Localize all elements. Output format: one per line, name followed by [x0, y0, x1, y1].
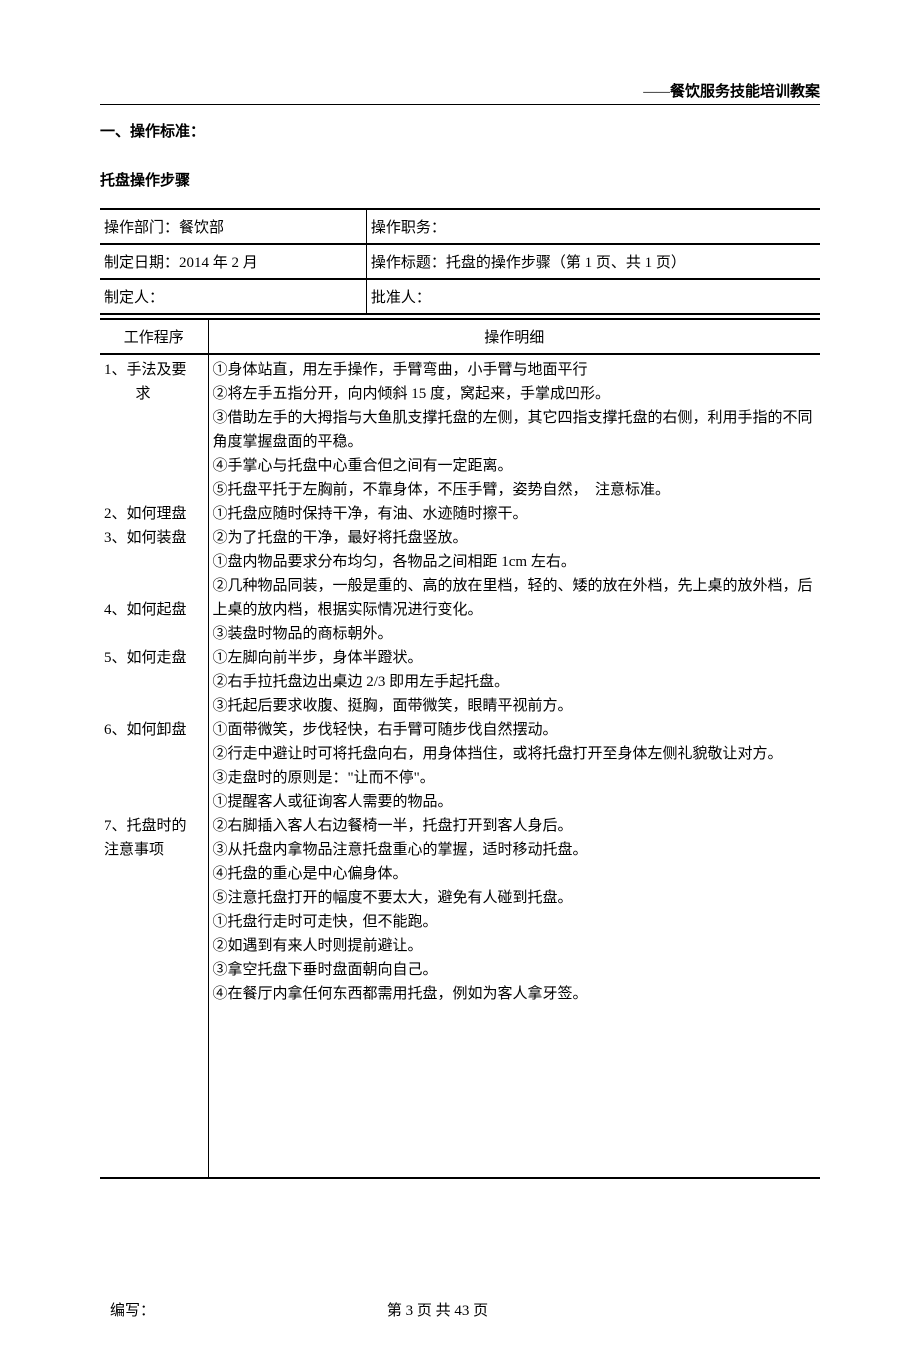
detail-line: ①托盘行走时可走快，但不能跑。 — [213, 910, 817, 934]
detail-line: ②几种物品同装，一般是重的、高的放在里档，轻的、矮的放在外档，先上桌的放外档，后… — [213, 574, 817, 622]
detail-line: ①面带微笑，步伐轻快，右手臂可随步伐自然摆动。 — [213, 718, 817, 742]
detail-line: ②行走中避让时可将托盘向右，用身体挡住，或将托盘打开至身体左侧礼貌敬让对方。 — [213, 742, 817, 766]
header-dashes: —— — [643, 84, 670, 100]
detail-line: ①托盘应随时保持干净，有油、水迹随时擦干。 — [213, 502, 817, 526]
detail-line: ④在餐厅内拿任何东西都需用托盘，例如为客人拿牙签。 — [213, 982, 817, 1006]
footer-page-number: 第 3 页 共 43 页 — [155, 1299, 820, 1320]
page-footer: 编写： 第 3 页 共 43 页 — [100, 1299, 820, 1320]
detail-line: ①盘内物品要求分布均匀，各物品之间相距 1cm 左右。 — [213, 550, 817, 574]
info-cell: 操作职务： — [366, 209, 820, 244]
proc-item: 4、如何起盘 — [104, 598, 204, 622]
info-cell: 制定人： — [100, 279, 366, 314]
info-row: 操作部门：餐饮部 操作职务： — [100, 209, 820, 244]
header-rule — [100, 104, 820, 105]
detail-line: ②如遇到有来人时则提前避让。 — [213, 934, 817, 958]
detail-line: ③走盘时的原则是："让而不停"。 — [213, 766, 817, 790]
content-header-row: 工作程序 操作明细 — [100, 319, 820, 354]
proc-item: 2、如何理盘 — [104, 502, 204, 526]
detail-line: ②为了托盘的干净，最好将托盘竖放。 — [213, 526, 817, 550]
detail-line: ①左脚向前半步，身体半蹬状。 — [213, 646, 817, 670]
detail-line: ①提醒客人或征询客人需要的物品。 — [213, 790, 817, 814]
detail-line: ②右脚插入客人右边餐椅一半，托盘打开到客人身后。 — [213, 814, 817, 838]
proc-item: 3、如何装盘 — [104, 526, 204, 550]
page-header: ——餐饮服务技能培训教案 — [100, 80, 820, 101]
content-header-detail: 操作明细 — [208, 319, 820, 354]
content-body-row: 1、手法及要求 2、如何理盘3、如何装盘 4、如何起盘 5、如何走盘 6、如何卸… — [100, 354, 820, 1178]
detail-line: ①身体站直，用左手操作，手臂弯曲，小手臂与地面平行 — [213, 358, 817, 382]
info-cell: 制定日期：2014 年 2 月 — [100, 244, 366, 279]
detail-line: ④托盘的重心是中心偏身体。 — [213, 862, 817, 886]
detail-line: ④手掌心与托盘中心重合但之间有一定距离。 — [213, 454, 817, 478]
procedure-cell: 1、手法及要求 2、如何理盘3、如何装盘 4、如何起盘 5、如何走盘 6、如何卸… — [100, 354, 208, 1178]
info-row: 制定日期：2014 年 2 月 操作标题：托盘的操作步骤（第 1 页、共 1 页… — [100, 244, 820, 279]
proc-item: 1、手法及要 — [104, 358, 204, 382]
proc-item: 7、托盘时的 — [104, 814, 204, 838]
footer-author: 编写： — [100, 1299, 155, 1320]
content-header-proc: 工作程序 — [100, 319, 208, 354]
proc-item-cont: 求 — [104, 382, 204, 406]
proc-item: 6、如何卸盘 — [104, 718, 204, 742]
detail-line: ③借助左手的大拇指与大鱼肌支撑托盘的左侧，其它四指支撑托盘的右侧，利用手指的不同… — [213, 406, 817, 454]
content-table: 工作程序 操作明细 1、手法及要求 2、如何理盘3、如何装盘 4、如何起盘 5、… — [100, 318, 820, 1179]
detail-cell: ①身体站直，用左手操作，手臂弯曲，小手臂与地面平行②将左手五指分开，向内倾斜 1… — [208, 354, 820, 1178]
info-cell: 操作部门：餐饮部 — [100, 209, 366, 244]
info-row: 制定人： 批准人： — [100, 279, 820, 314]
detail-line: ②右手拉托盘边出桌边 2/3 即用左手起托盘。 — [213, 670, 817, 694]
detail-line: ③拿空托盘下垂时盘面朝向自己。 — [213, 958, 817, 982]
detail-line: ③从托盘内拿物品注意托盘重心的掌握，适时移动托盘。 — [213, 838, 817, 862]
sub-heading: 托盘操作步骤 — [100, 169, 820, 190]
proc-item-cont: 注意事项 — [104, 838, 204, 862]
proc-item: 5、如何走盘 — [104, 646, 204, 670]
detail-line: ③托起后要求收腹、挺胸，面带微笑，眼睛平视前方。 — [213, 694, 817, 718]
info-cell: 操作标题：托盘的操作步骤（第 1 页、共 1 页） — [366, 244, 820, 279]
info-table: 操作部门：餐饮部 操作职务： 制定日期：2014 年 2 月 操作标题：托盘的操… — [100, 208, 820, 315]
detail-line: ③装盘时物品的商标朝外。 — [213, 622, 817, 646]
detail-line: ⑤托盘平托于左胸前，不靠身体，不压手臂，姿势自然， 注意标准。 — [213, 478, 817, 502]
detail-line: ②将左手五指分开，向内倾斜 15 度，窝起来，手掌成凹形。 — [213, 382, 817, 406]
header-title: 餐饮服务技能培训教案 — [670, 84, 820, 100]
section-heading: 一、操作标准： — [100, 120, 820, 141]
detail-line: ⑤注意托盘打开的幅度不要太大，避免有人碰到托盘。 — [213, 886, 817, 910]
info-cell: 批准人： — [366, 279, 820, 314]
